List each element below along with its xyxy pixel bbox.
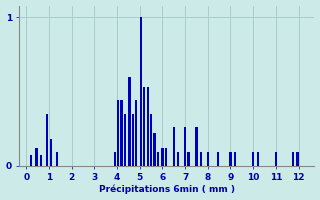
Bar xyxy=(40,155,42,166)
Bar xyxy=(140,17,142,166)
Bar xyxy=(161,148,164,166)
Bar xyxy=(200,152,202,166)
Bar xyxy=(275,152,277,166)
Bar xyxy=(114,152,116,166)
Bar xyxy=(128,77,131,166)
Bar xyxy=(172,127,175,166)
Bar xyxy=(135,100,138,166)
Bar xyxy=(45,114,48,166)
Bar xyxy=(177,152,180,166)
Bar xyxy=(257,152,259,166)
Bar xyxy=(165,148,167,166)
Bar xyxy=(35,148,37,166)
Bar xyxy=(147,87,149,166)
Bar xyxy=(207,152,209,166)
Bar xyxy=(30,155,32,166)
Bar xyxy=(229,152,232,166)
Bar xyxy=(188,152,190,166)
Bar xyxy=(296,152,299,166)
Bar xyxy=(117,100,119,166)
Bar xyxy=(150,114,152,166)
Bar xyxy=(252,152,254,166)
Bar xyxy=(132,114,134,166)
Bar xyxy=(153,133,156,166)
Bar xyxy=(56,152,58,166)
Bar xyxy=(184,127,186,166)
Bar xyxy=(143,87,145,166)
Bar xyxy=(234,152,236,166)
Bar xyxy=(217,152,219,166)
X-axis label: Précipitations 6min ( mm ): Précipitations 6min ( mm ) xyxy=(99,185,235,194)
Bar xyxy=(292,152,294,166)
Bar xyxy=(124,114,126,166)
Bar xyxy=(157,152,159,166)
Bar xyxy=(195,127,197,166)
Bar xyxy=(120,100,123,166)
Bar xyxy=(50,139,52,166)
